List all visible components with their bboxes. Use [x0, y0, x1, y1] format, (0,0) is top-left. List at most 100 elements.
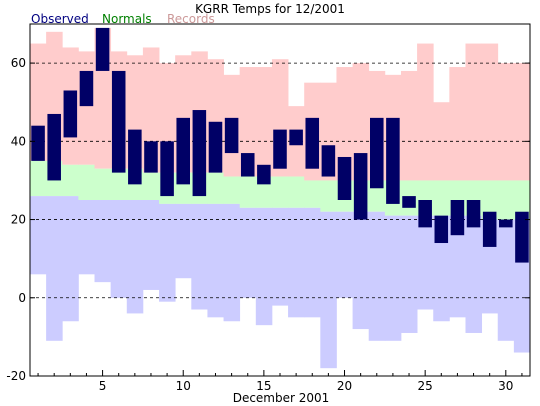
observed-bar — [515, 211, 529, 263]
observed-bar — [386, 117, 400, 204]
normal-band — [94, 168, 112, 200]
record-high-band — [336, 67, 353, 181]
record-high-band — [433, 102, 450, 181]
record-low-band — [255, 207, 273, 326]
observed-bar — [273, 129, 287, 169]
record-low-band — [159, 203, 176, 302]
x-tick-label: 20 — [337, 379, 352, 393]
x-tick-label: 30 — [498, 379, 513, 393]
normal-band — [271, 176, 289, 208]
observed-bar — [402, 196, 416, 208]
observed-bar — [144, 141, 158, 173]
observed-bar — [370, 117, 384, 189]
record-low-band — [336, 211, 353, 298]
record-low-band — [110, 200, 128, 298]
observed-bar — [95, 27, 110, 71]
normal-band — [223, 176, 241, 204]
observed-bar — [240, 153, 255, 177]
y-tick-label: -20 — [6, 369, 26, 383]
observed-bar — [305, 117, 320, 169]
observed-bar — [79, 70, 94, 107]
record-low-band — [384, 215, 402, 341]
observed-bar — [466, 200, 481, 228]
record-high-band — [417, 43, 434, 181]
observed-bar — [192, 110, 207, 197]
record-low-band — [449, 215, 466, 318]
record-low-band — [352, 211, 370, 330]
record-low-band — [368, 211, 386, 341]
observed-bar — [160, 141, 174, 197]
observed-bar — [224, 117, 239, 154]
x-tick-label: 25 — [418, 379, 433, 393]
observed-bar — [434, 215, 449, 244]
plot-area — [30, 27, 531, 377]
record-low-band — [94, 200, 112, 283]
normal-band — [78, 164, 95, 200]
legend-records: Records — [167, 12, 215, 26]
x-axis-label: December 2001 — [233, 391, 330, 405]
legend-normals: Normals — [102, 12, 152, 26]
record-high-band — [255, 67, 273, 177]
record-low-band — [239, 207, 257, 298]
record-low-band — [465, 215, 483, 333]
y-tick-label: 20 — [11, 213, 26, 227]
x-tick-label: 5 — [99, 379, 107, 393]
record-low-band — [497, 219, 515, 341]
axes: -20 0 20 40 60 5 10 15 20 25 30 — [6, 56, 530, 393]
normal-band — [513, 180, 531, 220]
normal-band — [239, 176, 257, 208]
record-low-band — [417, 215, 434, 310]
observed-bar — [257, 164, 271, 185]
record-high-band — [352, 63, 370, 181]
record-low-band — [223, 203, 241, 322]
observed-bar — [31, 125, 45, 161]
record-high-band — [481, 43, 499, 181]
normal-band — [433, 180, 450, 216]
x-tick-label: 10 — [176, 379, 191, 393]
normal-band — [62, 164, 79, 197]
record-low-band — [271, 207, 289, 306]
record-high-band — [497, 63, 515, 181]
observed-bar — [450, 200, 465, 236]
normal-band — [481, 180, 499, 220]
record-low-band — [320, 211, 337, 369]
legend-observed: Observed — [31, 12, 89, 26]
normal-band — [497, 180, 515, 220]
y-tick-label: 0 — [18, 291, 26, 305]
record-low-band — [207, 203, 224, 318]
normal-band — [142, 172, 160, 200]
chart-title: KGRR Temps for 12/2001 — [195, 2, 345, 16]
record-low-band — [288, 207, 305, 318]
record-low-band — [126, 200, 144, 314]
normal-band — [110, 168, 128, 200]
record-low-band — [30, 196, 47, 275]
normal-band — [30, 160, 47, 197]
observed-bar — [499, 219, 513, 228]
record-low-band — [142, 200, 160, 290]
record-low-band — [78, 200, 95, 275]
record-low-band — [46, 196, 63, 341]
observed-bar — [111, 70, 126, 173]
x-tick-label: 15 — [256, 379, 271, 393]
observed-bar — [289, 129, 303, 146]
record-high-band — [465, 43, 483, 181]
observed-bar — [176, 117, 190, 185]
record-low-band — [62, 196, 79, 322]
observed-bar — [482, 211, 497, 247]
record-low-band — [175, 203, 192, 279]
normal-band — [207, 172, 224, 204]
record-high-band — [449, 67, 466, 181]
observed-bar — [47, 113, 61, 181]
record-high-band — [400, 70, 418, 181]
observed-bar — [208, 121, 223, 173]
normal-band — [320, 180, 337, 212]
record-low-band — [191, 203, 208, 310]
record-low-band — [400, 215, 418, 333]
observed-bar — [63, 90, 78, 138]
normal-band — [288, 176, 305, 208]
observed-bar — [321, 145, 336, 177]
record-high-band — [78, 51, 95, 165]
observed-bar — [128, 129, 142, 185]
y-tick-label: 40 — [11, 134, 26, 148]
